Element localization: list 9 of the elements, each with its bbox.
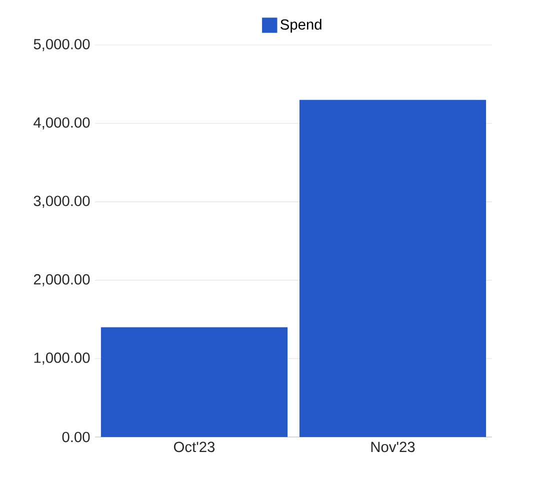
y-tick-label: 2,000.00 [34, 274, 90, 286]
y-tick-label: 0.00 [62, 432, 90, 442]
x-tick-label: Nov'23 [371, 442, 415, 452]
y-tick-label: 3,000.00 [34, 196, 90, 208]
y-tick-label: 4,000.00 [34, 117, 90, 130]
y-tick-label: 5,000.00 [34, 38, 90, 52]
x-tick-label: Oct'23 [174, 442, 215, 452]
y-tick-label: 1,000.00 [34, 352, 90, 365]
legend-label: Spend [280, 18, 322, 33]
